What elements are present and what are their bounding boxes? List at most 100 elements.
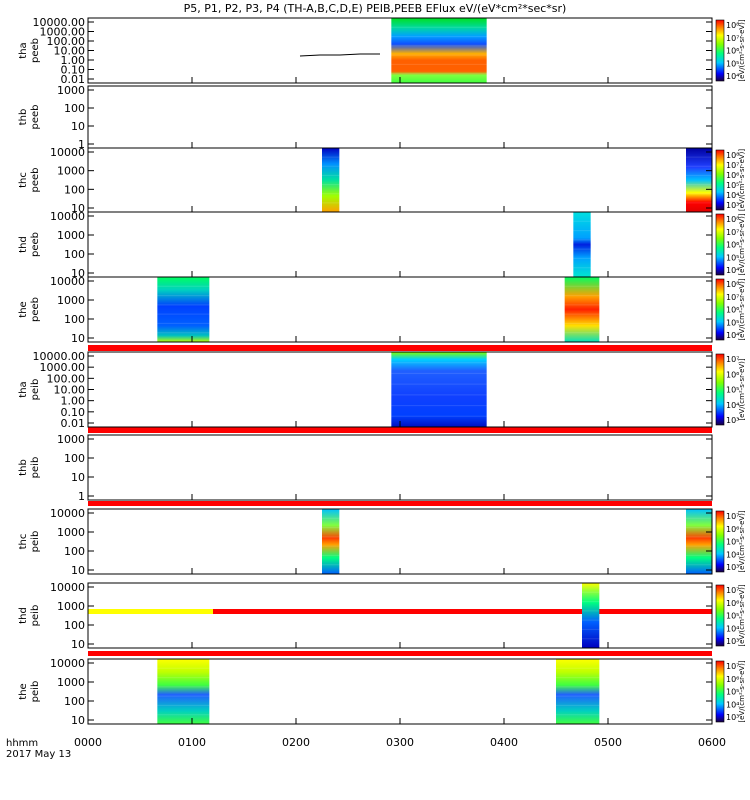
y-tick-label: 1 bbox=[78, 138, 85, 151]
y-tick-label: 100 bbox=[64, 183, 85, 196]
y-tick-label: 10000 bbox=[50, 146, 85, 159]
y-tick-label: 10000.00 bbox=[33, 350, 86, 363]
panel-frame bbox=[87, 211, 713, 278]
y-tick-label: 100 bbox=[64, 248, 85, 261]
spectrogram-block bbox=[157, 659, 210, 724]
panel-frame bbox=[87, 434, 713, 501]
y-label-spacecraft: thb bbox=[18, 109, 29, 126]
colorbar-tick-label: 10⁷ bbox=[726, 161, 739, 170]
y-tick-label: 1000.00 bbox=[40, 361, 86, 374]
y-tick-label: 0.10 bbox=[61, 64, 86, 77]
colorbar-label: [eV/(cm²-s-sr-eV)] bbox=[738, 358, 746, 421]
y-tick-label: 1000 bbox=[57, 165, 85, 178]
status-bar bbox=[88, 501, 712, 506]
panel-frame bbox=[87, 147, 713, 213]
colorbar-tick-label: 10⁶ bbox=[726, 306, 739, 315]
y-tick-label: 1000 bbox=[57, 600, 85, 613]
colorbar-tick-label: 10³ bbox=[726, 713, 739, 722]
spectrogram-block bbox=[686, 148, 712, 212]
colorbar bbox=[715, 19, 725, 82]
colorbar-tick-label: 10⁷ bbox=[726, 293, 739, 302]
y-label-spacecraft: thb bbox=[18, 459, 29, 476]
y-label-instrument: peeb bbox=[30, 297, 41, 322]
y-label-instrument: peeb bbox=[30, 38, 41, 63]
y-label-spacecraft: the bbox=[18, 683, 29, 699]
y-tick-label: 10 bbox=[71, 471, 85, 484]
status-bar bbox=[88, 345, 712, 351]
spectrogram-block bbox=[686, 509, 712, 574]
date-label: 2017 May 13 bbox=[6, 749, 71, 760]
panel-frame bbox=[87, 508, 713, 575]
colorbar-tick-label: 10⁴ bbox=[726, 550, 739, 559]
colorbar bbox=[715, 149, 725, 211]
x-tick-label: 0000 bbox=[74, 736, 102, 749]
y-tick-label: 10000 bbox=[50, 507, 85, 520]
y-tick-label: 100 bbox=[64, 695, 85, 708]
y-label-instrument: peeb bbox=[30, 105, 41, 130]
y-tick-label: 10 bbox=[71, 638, 85, 651]
colorbar-tick-label: 10⁶ bbox=[726, 599, 739, 608]
status-bar bbox=[88, 651, 712, 656]
y-tick-label: 10000 bbox=[50, 581, 85, 594]
y-tick-label: 100 bbox=[64, 545, 85, 558]
y-tick-label: 1000 bbox=[57, 229, 85, 242]
y-label-instrument: peib bbox=[30, 379, 41, 401]
colorbar-label: [eV/(cm²-s-sr-eV)] bbox=[738, 149, 746, 212]
colorbar-tick-label: 10⁷ bbox=[726, 512, 739, 521]
colorbar-tick-label: 10⁴ bbox=[726, 700, 739, 709]
colorbar-tick-label: 10⁷ bbox=[726, 662, 739, 671]
colorbar-tick-label: 10⁸ bbox=[726, 21, 739, 30]
spectrogram-block bbox=[322, 509, 340, 574]
y-tick-label: 0.01 bbox=[61, 417, 86, 430]
y-label-instrument: peib bbox=[30, 605, 41, 627]
y-label-instrument: peeb bbox=[30, 232, 41, 257]
colorbar-label: [eV/(cm²-s-sr-eV)] bbox=[738, 510, 746, 573]
y-label-spacecraft: thd bbox=[18, 607, 29, 624]
y-label-spacecraft: the bbox=[18, 301, 29, 317]
colorbar-tick-label: 10⁴ bbox=[726, 72, 739, 81]
colorbar-tick-label: 10⁸ bbox=[726, 151, 739, 160]
y-tick-label: 100 bbox=[64, 452, 85, 465]
spectrogram-block bbox=[582, 583, 600, 648]
x-tick-label: 0200 bbox=[282, 736, 310, 749]
colorbar-tick-label: 10⁴ bbox=[726, 401, 739, 410]
chart-title: P5, P1, P2, P3, P4 (TH-A,B,C,D,E) PEIB,P… bbox=[184, 2, 567, 15]
spectrogram-block bbox=[157, 277, 210, 342]
spectrogram-trace bbox=[299, 53, 380, 57]
colorbar bbox=[715, 353, 725, 426]
y-tick-label: 10 bbox=[71, 714, 85, 727]
y-tick-label: 100.00 bbox=[47, 35, 86, 48]
y-label-instrument: peib bbox=[30, 457, 41, 479]
colorbar-tick-label: 10⁸ bbox=[726, 215, 739, 224]
y-tick-label: 10 bbox=[71, 332, 85, 345]
colorbar-tick-label: 10³ bbox=[726, 416, 739, 425]
y-tick-label: 1 bbox=[78, 490, 85, 503]
y-label-spacecraft: thd bbox=[18, 236, 29, 253]
colorbar-tick-label: 10³ bbox=[726, 563, 739, 572]
colorbar-tick-label: 10⁶ bbox=[726, 241, 739, 250]
colorbar-tick-label: 10⁴ bbox=[726, 266, 739, 275]
y-label-spacecraft: tha bbox=[18, 42, 29, 58]
y-label-spacecraft: thc bbox=[18, 534, 29, 550]
y-label-spacecraft: tha bbox=[18, 381, 29, 397]
colorbar-tick-label: 10⁵ bbox=[726, 253, 739, 262]
x-tick-label: 0100 bbox=[178, 736, 206, 749]
y-tick-label: 100.00 bbox=[47, 372, 86, 385]
colorbar bbox=[715, 278, 725, 341]
y-tick-label: 10.00 bbox=[54, 384, 86, 397]
y-tick-label: 1.00 bbox=[61, 395, 86, 408]
y-tick-label: 1000 bbox=[57, 433, 85, 446]
x-tick-label: 0500 bbox=[594, 736, 622, 749]
y-tick-label: 1000 bbox=[57, 84, 85, 97]
y-tick-label: 1000 bbox=[57, 676, 85, 689]
spectrogram-block bbox=[573, 212, 591, 277]
colorbar-label: [eV/(cm²-s-sr-eV)] bbox=[738, 660, 746, 723]
y-tick-label: 1000 bbox=[57, 294, 85, 307]
panel-frame bbox=[87, 582, 713, 649]
y-tick-label: 1.00 bbox=[61, 54, 86, 67]
colorbar-tick-label: 10⁶ bbox=[726, 675, 739, 684]
colorbar-tick-label: 10⁵ bbox=[726, 612, 739, 621]
y-tick-label: 100 bbox=[64, 102, 85, 115]
y-tick-label: 10000 bbox=[50, 210, 85, 223]
